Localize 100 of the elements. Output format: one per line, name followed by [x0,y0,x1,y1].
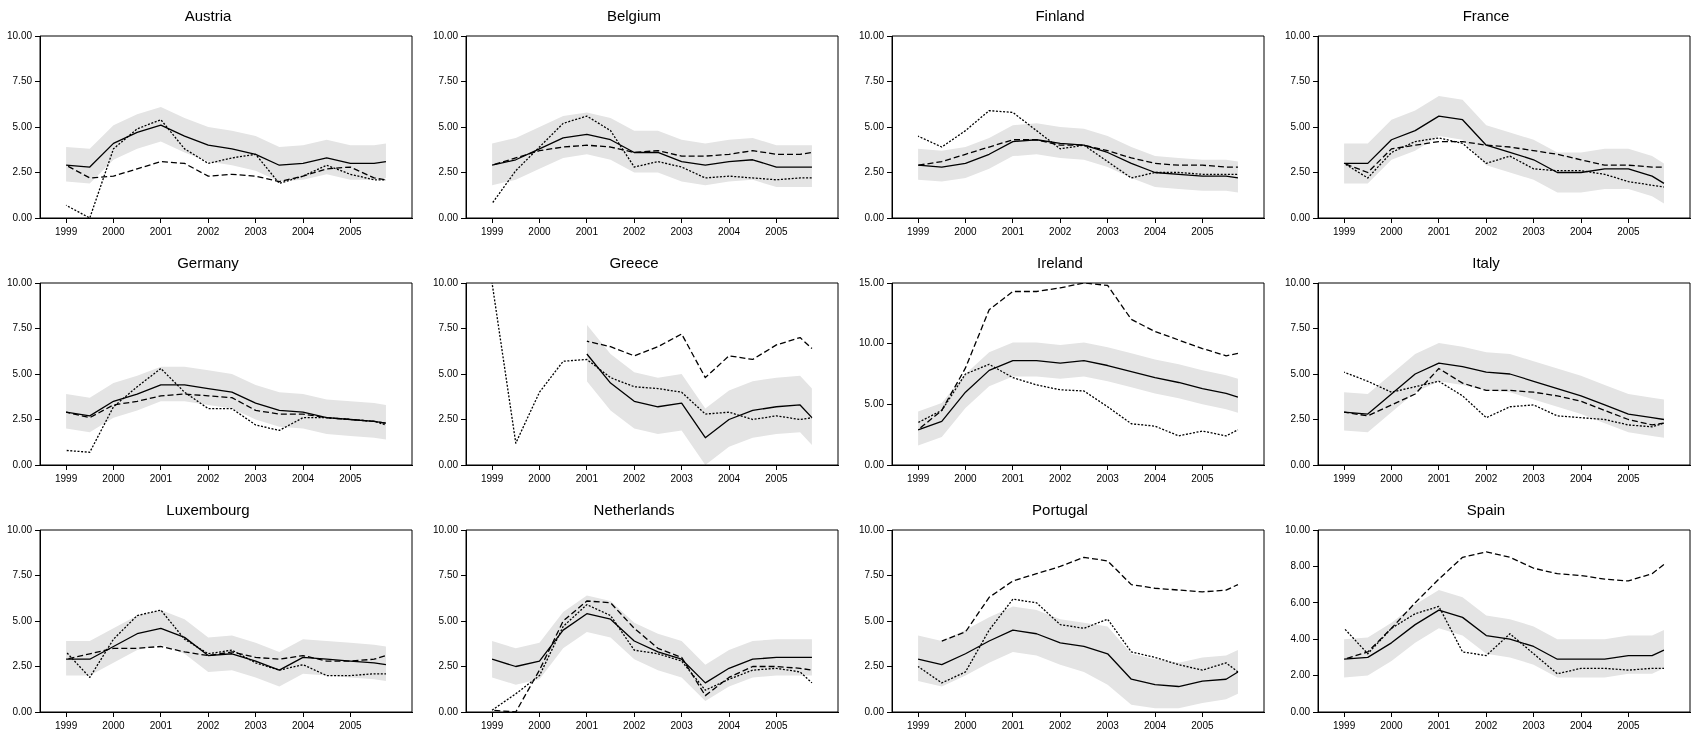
x-tick-label: 2000 [528,719,552,731]
y-tick-label: 5.00 [438,614,459,626]
y-tick-label: 2.50 [12,413,33,425]
chart-title: Greece [609,254,659,272]
y-tick-label: 7.50 [864,75,885,87]
y-tick-label: 5.00 [864,614,885,626]
x-tick-label: 2002 [1049,472,1072,484]
y-tick-label: 5.00 [1290,367,1311,379]
y-tick-label: 2.50 [438,660,459,672]
x-tick-label: 2001 [1427,719,1451,731]
y-tick-label: 5.00 [438,367,459,379]
x-tick-label: 2001 [149,472,173,484]
y-tick-label: 10.00 [858,523,885,535]
y-tick-label: 7.50 [1290,322,1311,334]
x-tick-label: 2003 [1522,225,1546,237]
y-tick-label: 10.00 [858,337,885,349]
chart-title: Portugal [1032,501,1088,519]
x-tick-label: 2000 [102,472,126,484]
x-tick-label: 2002 [1049,719,1072,731]
x-tick-label: 2001 [1001,472,1025,484]
chart-title: Spain [1466,501,1506,519]
x-tick-label: 2002 [623,719,646,731]
y-tick-label: 0.00 [864,211,885,223]
y-tick-label: 0.00 [864,705,885,717]
x-tick-label: 2004 [291,225,315,237]
x-tick-label: 2002 [623,225,646,237]
x-tick-label: 2001 [149,719,173,731]
y-tick-label: 2.50 [1290,413,1311,425]
x-tick-label: 2000 [102,225,126,237]
x-tick-label: 1999 [1332,719,1356,731]
x-tick-label: 2000 [954,719,978,731]
x-tick-label: 2005 [339,472,362,484]
y-tick-label: 7.50 [12,569,33,581]
x-tick-label: 2004 [1569,719,1593,731]
x-tick-label: 2005 [1617,472,1640,484]
y-tick-label: 7.50 [12,322,33,334]
x-tick-label: 1999 [54,719,78,731]
y-tick-label: 10.00 [6,523,33,535]
y-tick-label: 2.50 [12,166,33,178]
x-tick-label: 2004 [717,719,741,731]
x-tick-label: 2000 [528,472,552,484]
y-tick-label: 0.00 [1290,211,1311,223]
x-tick-label: 2002 [1049,225,1072,237]
x-tick-label: 2000 [1380,472,1404,484]
x-tick-label: 2002 [1475,719,1498,731]
y-tick-label: 2.50 [864,166,885,178]
y-tick-label: 0.00 [1290,458,1311,470]
chart-title: Netherlands [593,501,675,519]
x-tick-label: 2005 [339,225,362,237]
x-tick-label: 2001 [575,472,599,484]
y-tick-label: 4.00 [1290,632,1311,644]
y-tick-label: 7.50 [864,569,885,581]
y-tick-label: 0.00 [12,211,33,223]
chart-title: Ireland [1037,254,1083,272]
y-tick-label: 2.50 [864,660,885,672]
y-tick-label: 0.00 [438,458,459,470]
chart-title: Italy [1472,254,1501,272]
y-tick-label: 2.50 [1290,166,1311,178]
y-tick-label: 7.50 [438,75,459,87]
y-tick-label: 0.00 [864,458,885,470]
y-tick-label: 10.00 [432,276,459,288]
x-tick-label: 2005 [765,225,788,237]
x-tick-label: 2004 [1569,472,1593,484]
y-tick-label: 7.50 [12,75,33,87]
x-tick-label: 2004 [717,225,741,237]
chart-title: Luxembourg [166,501,250,519]
x-tick-label: 1999 [906,225,930,237]
chart-title: Finland [1035,7,1085,25]
y-tick-label: 0.00 [12,458,33,470]
y-tick-label: 6.00 [1290,596,1311,608]
x-tick-label: 2003 [244,719,268,731]
x-tick-label: 2000 [1380,719,1404,731]
y-tick-label: 7.50 [438,322,459,334]
y-tick-label: 0.00 [12,705,33,717]
chart-title: France [1462,7,1510,25]
y-tick-label: 0.00 [438,211,459,223]
y-tick-label: 5.00 [1290,120,1311,132]
x-tick-label: 2002 [1475,225,1498,237]
y-tick-label: 10.00 [432,29,459,41]
x-tick-label: 2003 [244,225,268,237]
y-tick-label: 5.00 [12,120,33,132]
x-tick-label: 2003 [1096,472,1120,484]
x-tick-label: 2005 [1617,225,1640,237]
x-tick-label: 2003 [244,472,268,484]
y-tick-label: 5.00 [438,120,459,132]
x-tick-label: 2000 [954,472,978,484]
y-tick-label: 2.50 [438,166,459,178]
x-tick-label: 2002 [197,472,220,484]
x-tick-label: 2004 [717,472,741,484]
y-tick-label: 0.00 [1290,705,1311,717]
x-tick-label: 1999 [54,225,78,237]
y-tick-label: 10.00 [1284,29,1311,41]
x-tick-label: 2002 [197,225,220,237]
x-tick-label: 2003 [670,225,694,237]
y-tick-label: 5.00 [864,120,885,132]
y-tick-label: 10.00 [858,29,885,41]
x-tick-label: 2003 [670,472,694,484]
y-tick-label: 0.00 [438,705,459,717]
x-tick-label: 1999 [906,719,930,731]
x-tick-label: 2005 [765,719,788,731]
